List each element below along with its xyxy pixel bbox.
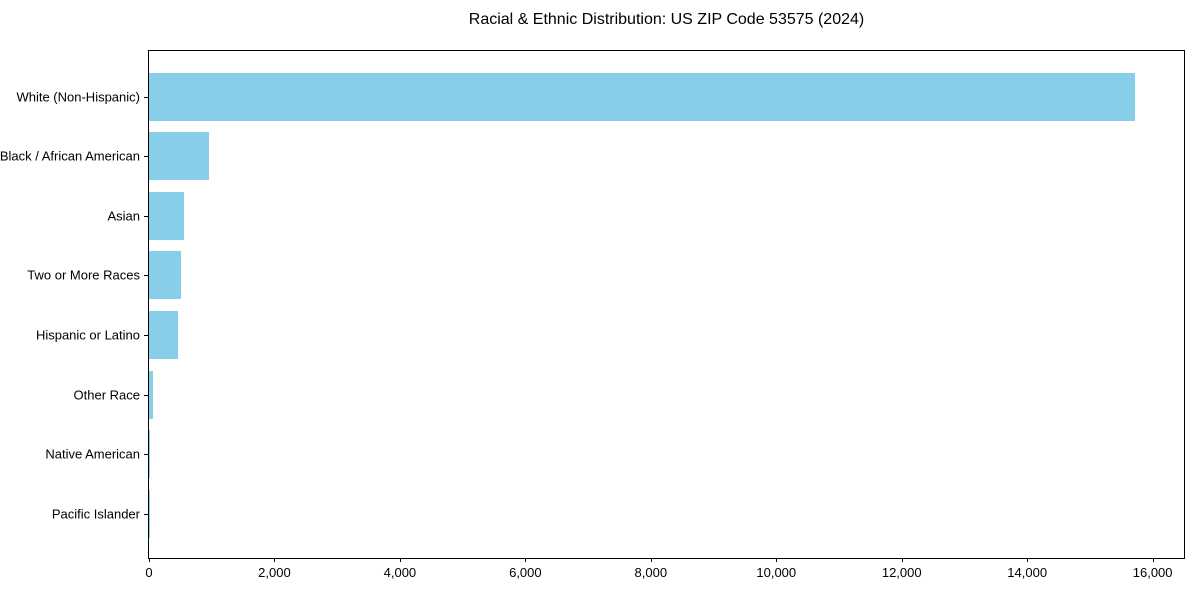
bar — [149, 370, 153, 419]
bar — [149, 310, 178, 359]
x-tick-label: 14,000 — [1007, 565, 1048, 580]
x-tick-label: 6,000 — [509, 565, 542, 580]
bar — [149, 72, 1135, 121]
x-axis-tick — [1027, 558, 1029, 562]
plot-area: White (Non-Hispanic) Black / African Amer… — [0, 50, 1185, 580]
y-tick-label: Other Race — [73, 387, 140, 402]
y-axis-tick — [144, 96, 148, 98]
x-axis-tick — [776, 558, 778, 562]
y-axis-tick — [144, 334, 148, 336]
y-tick-label: Black / African American — [0, 148, 140, 164]
bar — [149, 430, 150, 479]
y-axis-tick — [144, 156, 148, 158]
x-axis-tick — [901, 558, 903, 562]
y-axis-tick — [144, 215, 148, 217]
y-tick-label: Pacific Islander — [51, 506, 140, 522]
x-axis-tick — [1152, 558, 1154, 562]
x-axis-tick — [525, 558, 527, 562]
y-tick-label: Hispanic or Latino — [35, 327, 140, 343]
y-tick-label: White (Non-Hispanic) — [16, 89, 140, 104]
y-tick-label: Asian — [107, 208, 140, 224]
x-axis-tick — [274, 558, 276, 562]
bar — [149, 132, 209, 181]
x-tick-label: 10,000 — [756, 565, 797, 580]
x-axis-tick — [149, 558, 150, 562]
x-tick-label: 0 — [145, 565, 153, 580]
y-tick-label: Native American — [45, 446, 140, 462]
x-tick-label: 12,000 — [881, 565, 922, 580]
x-axis-tick — [399, 558, 401, 562]
y-axis-tick — [144, 513, 148, 515]
x-tick-label: 4,000 — [383, 565, 417, 580]
x-tick-label: 8,000 — [634, 565, 668, 580]
y-axis-tick — [144, 394, 148, 396]
bar — [149, 191, 184, 240]
chart-title: Racial & Ethnic Distribution: US ZIP Cod… — [468, 11, 865, 28]
x-tick-label: 2,000 — [258, 565, 291, 580]
y-axis-tick — [144, 454, 148, 456]
y-tick-label: Two or More Races — [27, 267, 140, 283]
x-tick-label: 16,000 — [1132, 565, 1173, 580]
x-axis-tick — [650, 558, 652, 562]
bar — [149, 251, 182, 300]
y-axis-tick — [144, 275, 148, 277]
